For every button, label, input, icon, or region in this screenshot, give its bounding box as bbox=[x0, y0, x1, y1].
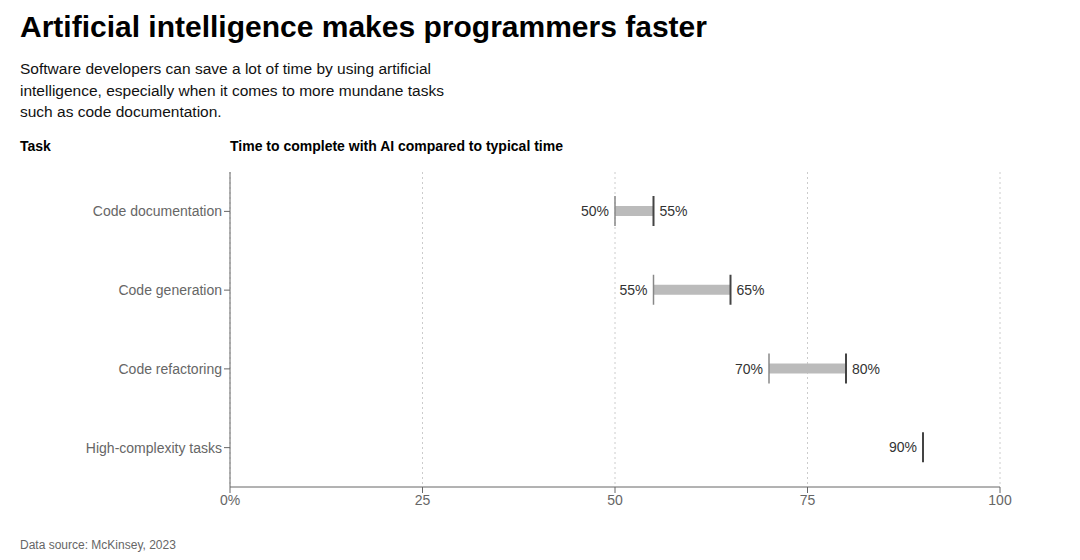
svg-text:55%: 55% bbox=[619, 282, 647, 298]
html-text:Software developers can save a: Software developers can save a lot of ti… bbox=[20, 60, 444, 121]
svg-text:High-complexity tasks: High-complexity tasks bbox=[86, 440, 222, 456]
svg-text:Code generation: Code generation bbox=[118, 282, 222, 298]
svg-text:70%: 70% bbox=[735, 361, 763, 377]
html-text:Task: Task bbox=[20, 138, 51, 154]
svg-text:Code refactoring: Code refactoring bbox=[118, 361, 222, 377]
svg-text:50: 50 bbox=[607, 492, 623, 508]
html-text:Time to complete with AI compa: Time to complete with AI compared to typ… bbox=[230, 138, 563, 154]
svg-text:0%: 0% bbox=[220, 492, 240, 508]
svg-text:90%: 90% bbox=[889, 439, 917, 455]
svg-text:100: 100 bbox=[988, 492, 1012, 508]
svg-text:55%: 55% bbox=[660, 203, 688, 219]
svg-text:50%: 50% bbox=[581, 203, 609, 219]
svg-text:80%: 80% bbox=[852, 361, 880, 377]
svg-text:65%: 65% bbox=[737, 282, 765, 298]
svg-text:25: 25 bbox=[415, 492, 431, 508]
svg-text:Code documentation: Code documentation bbox=[93, 203, 222, 219]
svg-text:75: 75 bbox=[800, 492, 816, 508]
html-text:Artificial intelligence makes: Artificial intelligence makes programmer… bbox=[20, 10, 707, 43]
html-text:Data source: McKinsey, 2023: Data source: McKinsey, 2023 bbox=[20, 538, 176, 552]
